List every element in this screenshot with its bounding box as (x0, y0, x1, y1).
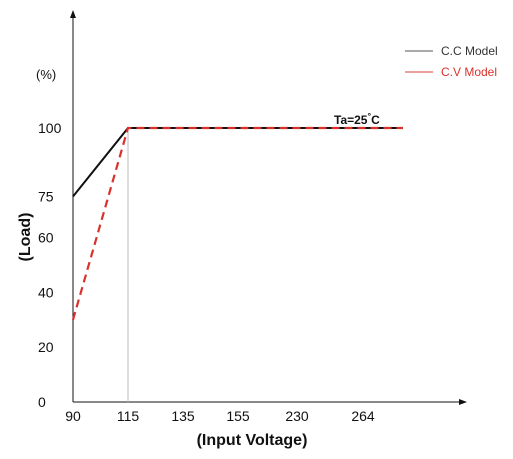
x-tick-label: 90 (65, 408, 81, 424)
y-tick-label: 100 (38, 120, 62, 136)
x-tick-labels: 90 115 135 155 230 264 (65, 408, 375, 424)
x-tick-label: 264 (351, 408, 375, 424)
y-tick-label: 60 (38, 230, 54, 246)
y-unit-label: (%) (36, 67, 56, 82)
y-axis-title: (Load) (17, 213, 34, 262)
series-line-cc-model (72, 127, 403, 198)
x-axis-title: (Input Voltage) (197, 432, 308, 449)
axes (70, 10, 467, 405)
x-tick-label: 155 (226, 408, 250, 424)
legend-label-cc: C.C Model (441, 44, 498, 58)
y-tick-label: 0 (38, 394, 46, 410)
y-tick-label: 20 (38, 339, 54, 355)
y-axis-arrow-icon (70, 10, 76, 18)
y-tick-label: 75 (38, 189, 54, 205)
temperature-annotation: Ta=25°C (334, 111, 380, 127)
x-tick-label: 135 (171, 408, 195, 424)
y-tick-label: 40 (38, 284, 54, 300)
x-tick-label: 115 (117, 408, 140, 424)
y-tick-labels: 0 20 40 60 75 100 (38, 120, 62, 410)
series-line-cv-model (71, 126, 403, 321)
x-tick-label: 230 (285, 408, 309, 424)
series-layer (71, 126, 403, 321)
legend: C.C Model C.V Model (405, 44, 498, 79)
legend-label-cv: C.V Model (441, 65, 497, 79)
x-axis-arrow-icon (459, 399, 467, 405)
